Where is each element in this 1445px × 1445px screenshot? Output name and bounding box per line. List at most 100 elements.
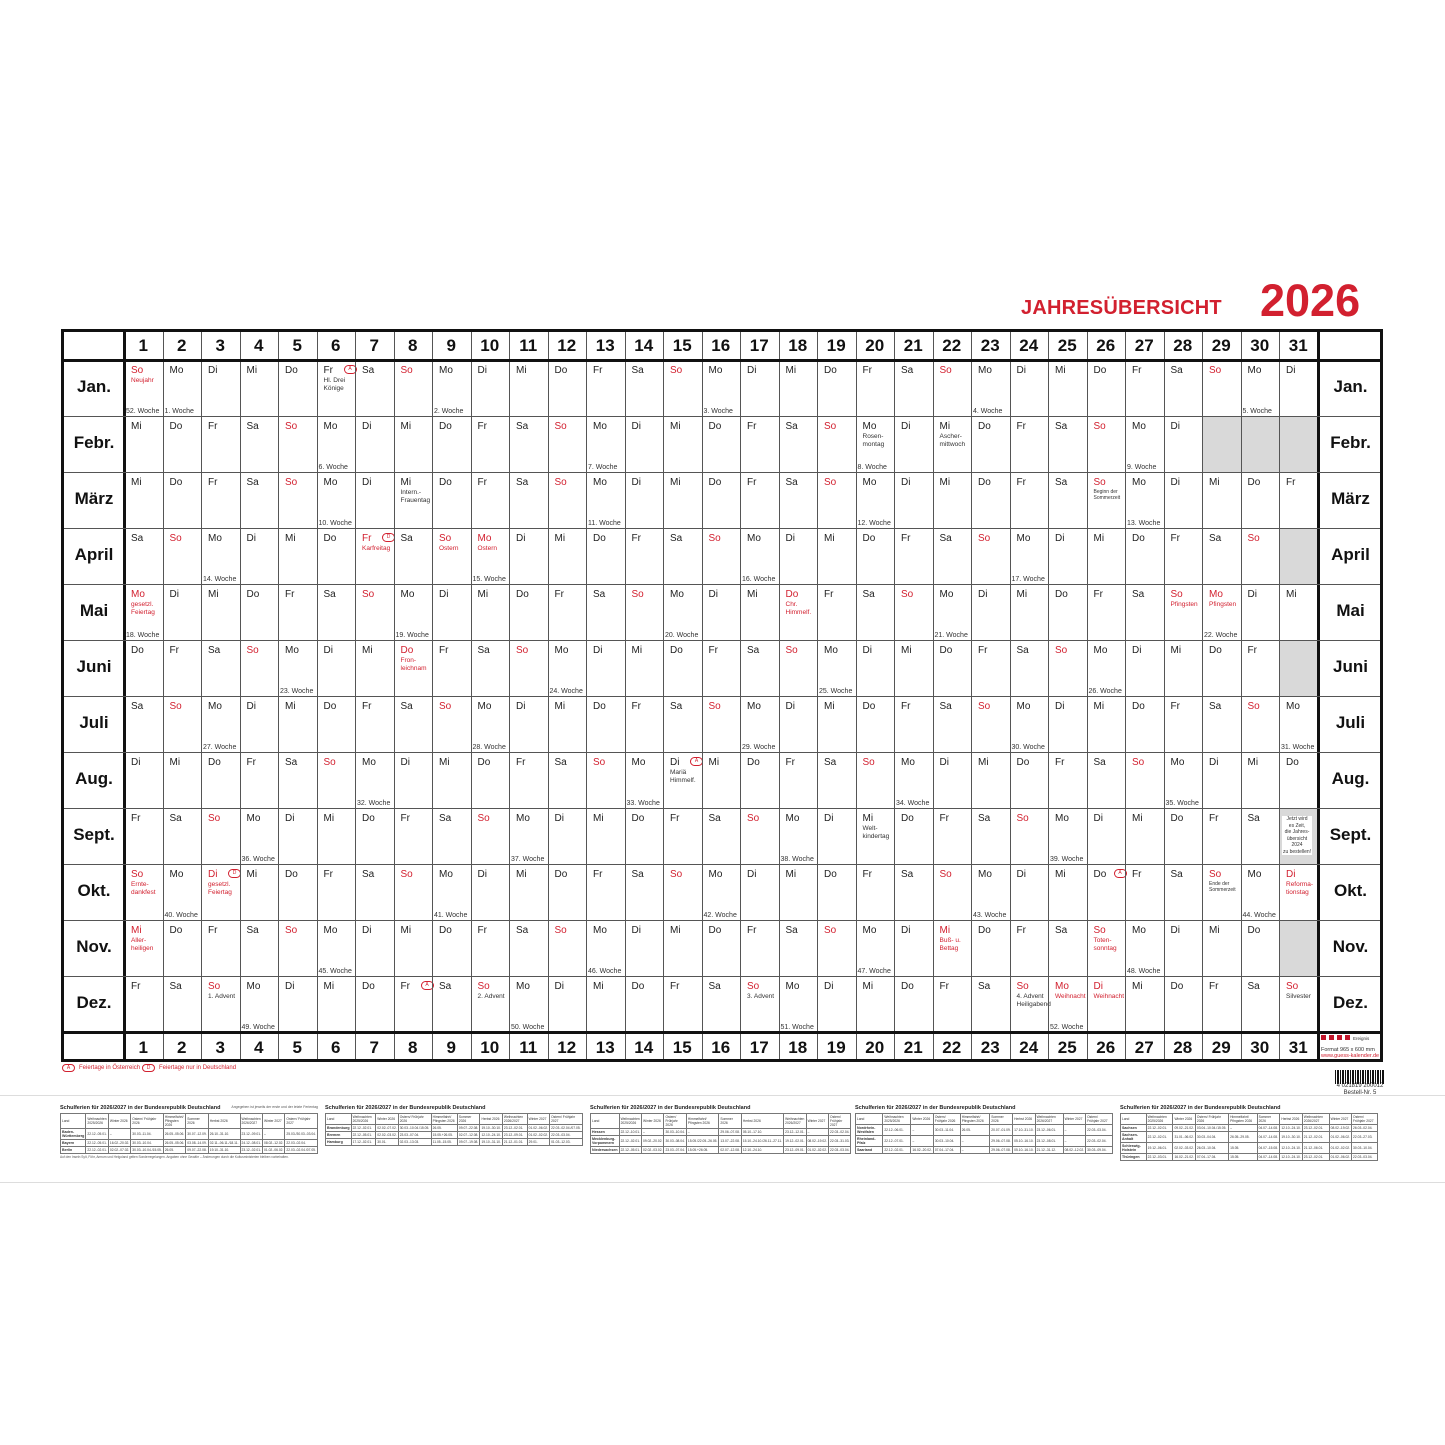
day-cell[interactable]: Do xyxy=(971,416,1010,472)
day-cell[interactable]: Di xyxy=(856,640,895,696)
day-cell[interactable]: Fr xyxy=(971,640,1010,696)
day-cell[interactable]: Di xyxy=(278,808,317,864)
day-cell[interactable]: Do xyxy=(663,640,702,696)
day-cell[interactable]: Di xyxy=(625,472,664,528)
day-cell[interactable]: Do xyxy=(355,808,394,864)
day-cell[interactable]: Do xyxy=(1279,752,1318,808)
day-cell[interactable]: Fr xyxy=(394,808,433,864)
day-cell[interactable]: Di xyxy=(548,808,587,864)
day-cell[interactable]: So xyxy=(163,528,202,584)
day-cell[interactable]: Fr xyxy=(201,416,240,472)
day-cell[interactable]: Mi xyxy=(1048,864,1087,920)
day-cell[interactable]: Do xyxy=(1164,976,1203,1032)
day-cell[interactable]: Di xyxy=(355,472,394,528)
day-cell[interactable]: Fr xyxy=(124,976,163,1032)
day-cell[interactable]: So xyxy=(432,696,471,752)
day-cell[interactable]: Sa xyxy=(240,416,279,472)
day-cell[interactable]: Mi xyxy=(1010,584,1049,640)
day-cell[interactable]: Sa xyxy=(625,864,664,920)
day-cell[interactable]: Mi xyxy=(432,752,471,808)
day-cell[interactable]: Mi xyxy=(278,696,317,752)
day-cell[interactable]: Sa xyxy=(509,416,548,472)
day-cell[interactable]: Do xyxy=(1048,584,1087,640)
day-cell[interactable]: Mi Intern.- Frauentag xyxy=(394,472,433,528)
day-cell[interactable]: So xyxy=(548,920,587,976)
day-cell[interactable]: Do xyxy=(971,920,1010,976)
day-cell[interactable]: Di xyxy=(278,976,317,1032)
day-cell[interactable]: Di xyxy=(894,416,933,472)
day-cell[interactable]: Fr xyxy=(163,640,202,696)
day-cell[interactable]: So xyxy=(817,920,856,976)
day-cell[interactable]: Mo 37. Woche xyxy=(509,808,548,864)
day-cell[interactable]: Mi xyxy=(124,472,163,528)
day-cell[interactable]: So xyxy=(663,360,702,416)
day-cell[interactable]: Fr xyxy=(471,416,510,472)
day-cell[interactable]: Di xyxy=(471,864,510,920)
day-cell[interactable]: Mo 19. Woche xyxy=(394,584,433,640)
day-cell[interactable]: Sa xyxy=(471,640,510,696)
day-cell[interactable]: Mo 11. Woche xyxy=(586,472,625,528)
day-cell[interactable]: So 3. Advent xyxy=(740,976,779,1032)
day-cell[interactable]: Di xyxy=(740,864,779,920)
day-cell[interactable]: Fr xyxy=(1279,472,1318,528)
day-cell[interactable]: Sa xyxy=(894,360,933,416)
day-cell[interactable]: Mo Pfingsten 22. Woche xyxy=(1202,584,1241,640)
day-cell[interactable]: Sa xyxy=(1010,640,1049,696)
day-cell[interactable]: Fr xyxy=(740,472,779,528)
day-cell[interactable]: Di xyxy=(1010,360,1049,416)
day-cell[interactable]: Mo 5. Woche xyxy=(1241,360,1280,416)
day-cell[interactable]: Di xyxy=(1202,752,1241,808)
day-cell[interactable]: Di xyxy=(317,640,356,696)
day-cell[interactable]: Sa xyxy=(317,584,356,640)
day-cell[interactable]: So Ende der Sommerzeit xyxy=(1202,864,1241,920)
day-cell[interactable]: So xyxy=(1202,360,1241,416)
day-cell[interactable]: Mo 10. Woche xyxy=(317,472,356,528)
day-cell[interactable]: Mo 24. Woche xyxy=(548,640,587,696)
day-cell[interactable]: Mi xyxy=(817,528,856,584)
day-cell[interactable]: Fr xyxy=(201,920,240,976)
day-cell[interactable]: Sa xyxy=(779,472,818,528)
day-cell[interactable]: Di Weihnacht xyxy=(1087,976,1126,1032)
day-cell[interactable]: Fr xyxy=(856,360,895,416)
day-cell[interactable]: Do xyxy=(240,584,279,640)
day-cell[interactable]: Di xyxy=(471,360,510,416)
day-cell[interactable]: Mi xyxy=(663,416,702,472)
day-cell[interactable]: Di xyxy=(1241,584,1280,640)
day-cell[interactable]: Mi xyxy=(163,752,202,808)
day-cell[interactable]: So xyxy=(394,360,433,416)
day-cell[interactable]: Mi xyxy=(124,416,163,472)
day-cell[interactable]: Do xyxy=(432,920,471,976)
day-cell[interactable]: Mo gesetzl. Feiertag 18. Woche xyxy=(124,584,163,640)
day-cell[interactable]: Do xyxy=(1202,640,1241,696)
day-cell[interactable]: So Toten- sonntag xyxy=(1087,920,1126,976)
day-cell[interactable]: Mo 28. Woche xyxy=(471,696,510,752)
day-cell[interactable]: Sa xyxy=(586,584,625,640)
day-cell[interactable]: Di xyxy=(201,360,240,416)
day-cell[interactable]: Mi xyxy=(740,584,779,640)
day-cell[interactable]: Sa xyxy=(971,976,1010,1032)
day-cell[interactable]: Sa xyxy=(124,528,163,584)
day-cell[interactable]: Fr Hl. Drei Könige A xyxy=(317,360,357,416)
day-cell[interactable]: Do xyxy=(163,472,202,528)
day-cell[interactable]: Di xyxy=(625,416,664,472)
day-cell[interactable]: Do xyxy=(702,472,741,528)
day-cell[interactable]: Fr xyxy=(1241,640,1280,696)
day-cell[interactable]: Mo 27. Woche xyxy=(201,696,240,752)
day-cell[interactable]: Sa xyxy=(509,920,548,976)
day-cell[interactable]: Sa xyxy=(394,696,433,752)
day-cell[interactable]: Mo 42. Woche xyxy=(702,864,741,920)
day-cell[interactable]: Fr xyxy=(1010,416,1049,472)
day-cell[interactable]: Sa xyxy=(971,808,1010,864)
day-cell[interactable]: Mi xyxy=(317,976,356,1032)
day-cell[interactable]: Do xyxy=(586,696,625,752)
day-cell[interactable]: Mi xyxy=(509,360,548,416)
day-cell[interactable]: Mi xyxy=(1125,976,1164,1032)
day-cell[interactable]: Sa xyxy=(856,584,895,640)
day-cell[interactable]: Mo Rosen- montag 8. Woche xyxy=(856,416,895,472)
day-cell[interactable]: Do xyxy=(740,752,779,808)
day-cell[interactable]: Mo 2. Woche xyxy=(432,360,471,416)
day-cell[interactable]: Sa xyxy=(663,696,702,752)
day-cell[interactable]: So xyxy=(625,584,664,640)
day-cell[interactable]: So xyxy=(1125,752,1164,808)
day-cell[interactable]: Mo 44. Woche xyxy=(1241,864,1280,920)
